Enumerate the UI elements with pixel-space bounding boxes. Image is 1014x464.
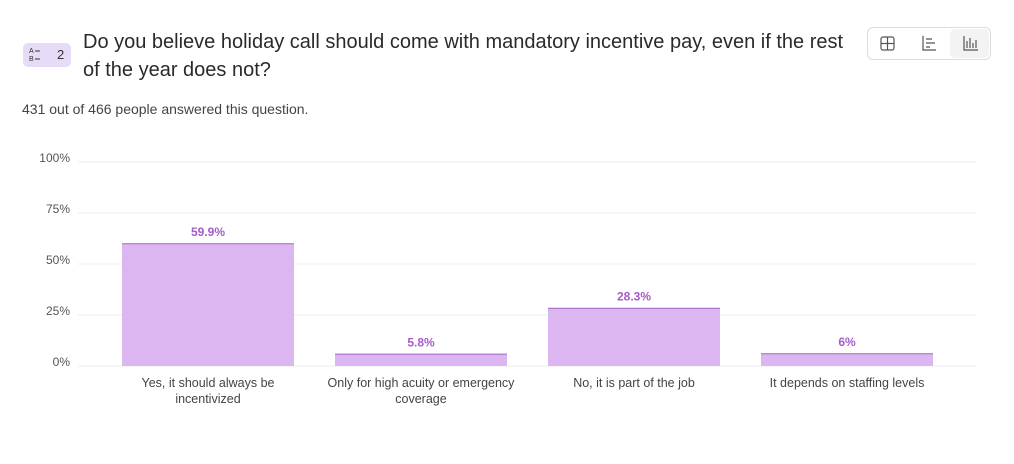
chart-title: Do you believe holiday call should come …: [83, 31, 844, 81]
bar: [122, 243, 294, 366]
bar: [335, 354, 507, 366]
view-icons: [880, 29, 989, 58]
y-tick-label: 25%: [46, 304, 70, 318]
y-tick-label: 50%: [46, 253, 70, 267]
value-label: 6%: [838, 335, 856, 349]
y-tick-label: 75%: [46, 202, 70, 216]
value-label: 28.3%: [617, 289, 651, 303]
value-label: 59.9%: [191, 225, 225, 239]
view-switcher: [867, 27, 991, 60]
svg-text:B: B: [29, 56, 34, 63]
x-tick-label: Only for high acuity or emergency covera…: [327, 376, 515, 406]
y-tick-label: 0%: [53, 355, 71, 369]
svg-text:A: A: [29, 48, 34, 55]
value-label: 5.8%: [407, 335, 435, 349]
x-tick-label: No, it is part of the job: [573, 376, 695, 390]
badge-icon: A B: [29, 48, 40, 63]
hbar-view[interactable]: [922, 36, 936, 51]
subtitle: 431 out of 466 people answered this ques…: [22, 101, 309, 117]
question-number: 2: [57, 47, 65, 62]
question-badge: A B 2: [23, 43, 71, 67]
bar: [548, 308, 720, 366]
x-tick-label: Yes, it should always be incentivized: [141, 376, 275, 406]
bar-view[interactable]: [963, 36, 978, 51]
y-tick-label: 100%: [39, 151, 70, 165]
bar: [761, 353, 933, 366]
x-tick-label: It depends on staffing levels: [769, 376, 925, 390]
